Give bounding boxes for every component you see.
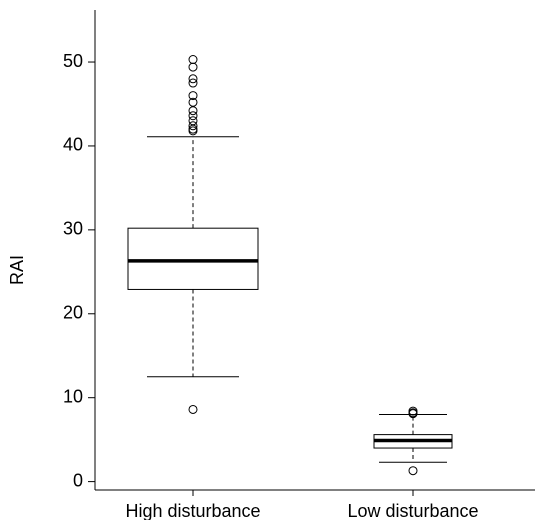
y-tick-label: 50 [63,51,83,71]
outlier [188,116,198,126]
y-tick-label: 20 [63,303,83,323]
y-axis-label: RAI [7,255,27,285]
outlier [188,74,198,84]
y-tick-label: 10 [63,386,83,406]
y-tick-label: 30 [63,219,83,239]
outlier [188,404,198,414]
outlier [188,111,198,121]
outlier [188,62,198,72]
y-tick-label: 40 [63,135,83,155]
x-tick-label: Low disturbance [347,501,478,520]
y-tick-label: 0 [73,470,83,490]
outlier [188,55,198,65]
outlier [408,406,418,416]
box [127,227,259,290]
outlier [188,106,198,116]
outlier [188,121,198,131]
outlier [188,78,198,88]
x-tick-label: High disturbance [125,501,260,520]
outlier [188,91,198,101]
outlier [408,466,418,476]
outlier [188,97,198,107]
